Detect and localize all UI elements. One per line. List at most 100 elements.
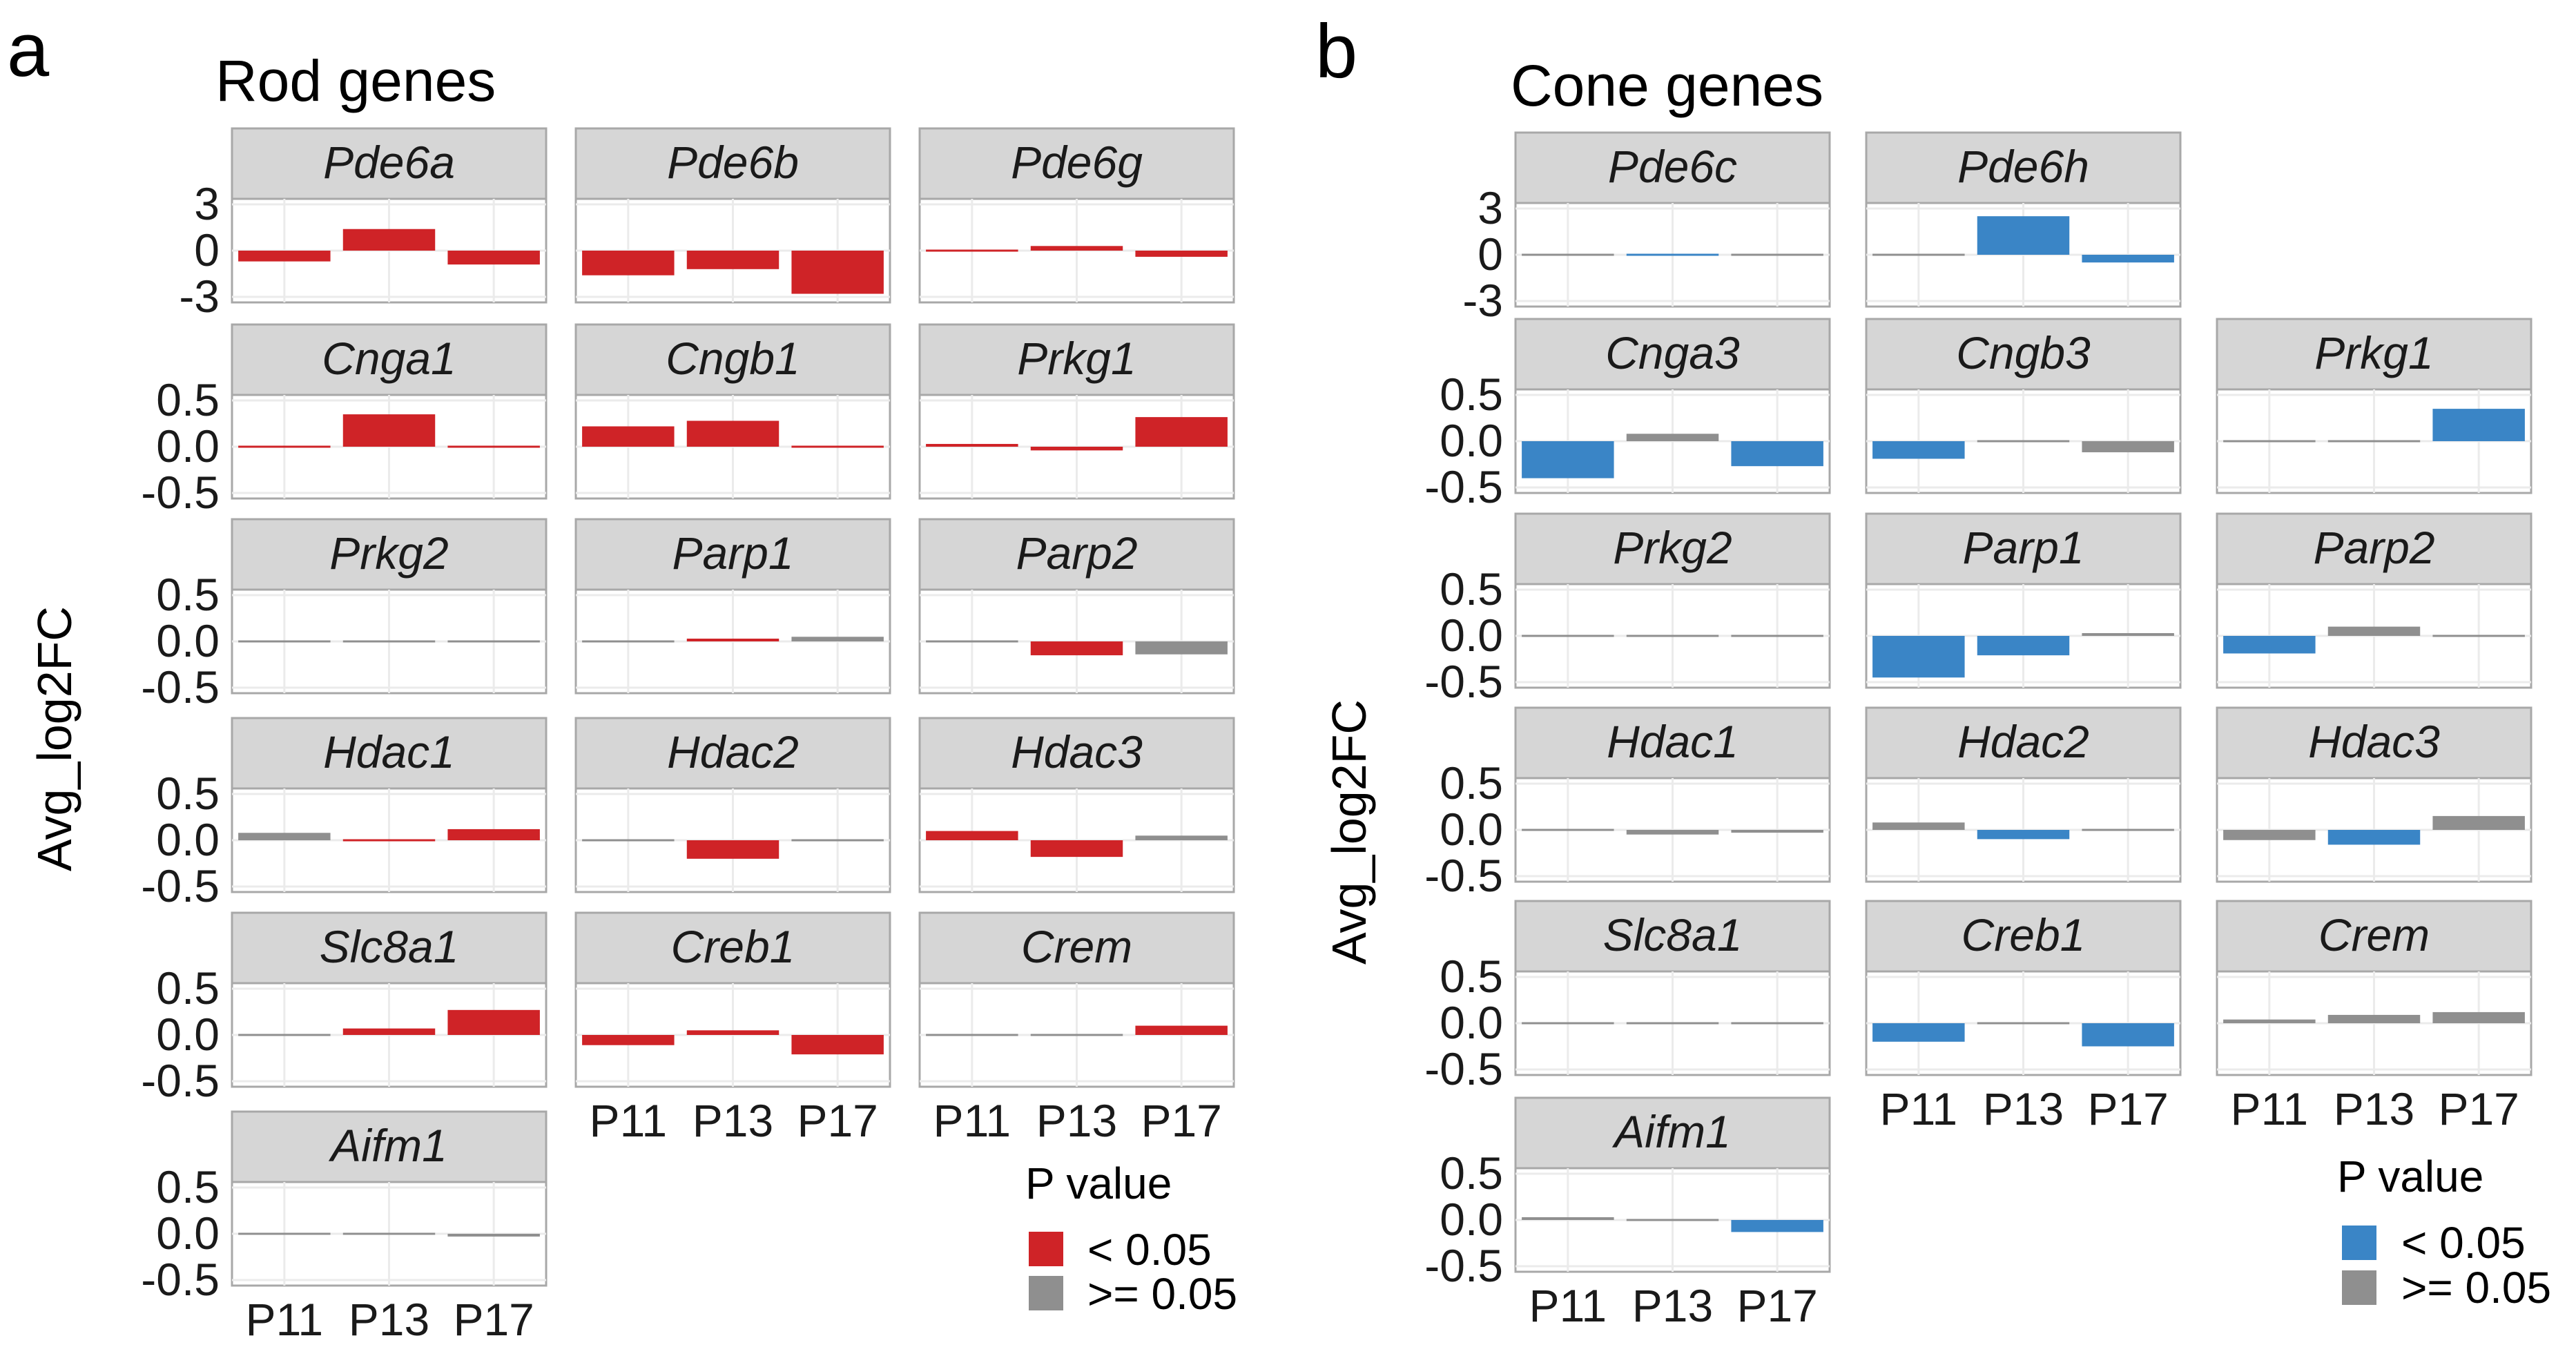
x-tick-label: P17 <box>453 1294 534 1345</box>
bar-p13 <box>2327 830 2421 845</box>
facet-strip <box>1514 131 1831 204</box>
panel-a-legend-key-nonsignificant <box>1029 1276 1063 1310</box>
y-tick-label: -0.5 <box>1424 656 1503 707</box>
facet-hdac3-cone: Hdac3 <box>2216 706 2533 883</box>
facet-parp1-rod: Parp1 <box>574 518 891 695</box>
bar-p17 <box>447 829 540 840</box>
y-tick-label: 0.0 <box>1440 415 1503 466</box>
facet-aifm1-cone: Aifm1 0.50.0-0.5 P11 P13 P17 <box>1424 1096 1831 1331</box>
bar-p17 <box>2432 409 2525 441</box>
x-tick-label: P11 <box>246 1294 324 1345</box>
facet-strip-label: Prkg1 <box>2314 327 2433 378</box>
bar-p13 <box>1030 641 1123 656</box>
bar-p17 <box>447 1009 540 1035</box>
bar-p13 <box>1626 635 1719 637</box>
bar-p17 <box>2082 1023 2174 1047</box>
bar-p17 <box>791 1035 884 1055</box>
x-tick-label: P13 <box>1036 1095 1117 1146</box>
facet-strip-label: Hdac1 <box>323 726 455 777</box>
y-tick-label: -3 <box>1462 275 1503 326</box>
facet-parp1-cone: Parp1 <box>1865 512 2182 689</box>
facet-strip <box>231 323 548 396</box>
bar-p13 <box>1626 253 1719 256</box>
y-tick-label: 0.0 <box>156 1208 220 1259</box>
y-tick-label: 3 <box>1478 182 1503 233</box>
bar-p17 <box>2432 815 2525 830</box>
bar-p17 <box>2432 1011 2525 1023</box>
bar-p11 <box>1872 636 1965 678</box>
bar-p17 <box>1731 1022 1823 1025</box>
panel-b-title: Cone genes <box>1511 53 1823 118</box>
bar-p17 <box>1135 641 1228 655</box>
bar-p17 <box>1731 635 1823 637</box>
panel-b-legend: P value < 0.05 >= 0.05 <box>2337 1152 2551 1313</box>
bar-p11 <box>582 1035 675 1045</box>
x-tick-label: P17 <box>797 1095 878 1146</box>
facet-strip-label: Creb1 <box>1962 909 2086 960</box>
facet-strip <box>2216 318 2533 391</box>
panel-a-title: Rod genes <box>215 48 496 113</box>
bar-p13 <box>1626 1022 1719 1025</box>
facet-strip <box>918 323 1235 396</box>
y-tick-label: 0.0 <box>1440 610 1503 661</box>
facet-pde6b-rod: Pde6b <box>574 127 891 304</box>
facet-hdac1-rod: Hdac1 0.50.0-0.5 <box>141 717 548 911</box>
facet-strip-label: Cngb3 <box>1956 327 2091 378</box>
facet-cnga1-rod: Cnga1 0.50.0-0.5 <box>141 323 548 518</box>
bar-p11 <box>582 251 675 275</box>
bar-p13 <box>342 414 436 447</box>
x-tick-label: P13 <box>2334 1083 2414 1134</box>
facet-strip-label: Parp1 <box>1962 522 2084 573</box>
bar-p11 <box>238 251 331 262</box>
bar-p13 <box>1977 1022 2070 1025</box>
bar-p13 <box>342 1232 436 1235</box>
bar-p11 <box>1522 829 1614 831</box>
facet-strip <box>918 518 1235 591</box>
y-tick-label: -0.5 <box>1424 1240 1503 1291</box>
bar-p13 <box>1977 440 2070 443</box>
bar-p13 <box>686 638 779 641</box>
facet-strip-label: Pde6a <box>323 137 455 188</box>
facet-strip-label: Crem <box>1021 921 1132 972</box>
bar-p11 <box>926 640 1018 643</box>
facet-strip-label: Cnga3 <box>1605 327 1740 378</box>
bar-p11 <box>926 1034 1018 1036</box>
bar-p13 <box>686 420 779 447</box>
y-tick-label: 0.5 <box>1440 369 1503 420</box>
facet-strip <box>918 127 1235 200</box>
y-tick-label: 0.5 <box>156 374 220 425</box>
panel-a-legend-title: P value <box>1025 1159 1172 1208</box>
bar-p11 <box>238 640 331 643</box>
y-tick-label: -0.5 <box>141 1055 220 1106</box>
facet-prkg2-cone: Prkg2 0.50.0-0.5 <box>1424 512 1831 707</box>
facet-cngb1-rod: Cngb1 <box>574 323 891 500</box>
y-tick-label: 0.5 <box>1440 951 1503 1002</box>
x-tick-label: P11 <box>590 1095 668 1146</box>
bar-p11 <box>1872 1023 1965 1042</box>
facet-strip-label: Slc8a1 <box>320 921 459 972</box>
bar-p11 <box>582 640 675 643</box>
x-tick-label: P17 <box>1141 1095 1221 1146</box>
bar-p17 <box>2082 441 2174 453</box>
bar-p17 <box>791 637 884 641</box>
bar-p13 <box>1030 1034 1123 1036</box>
x-tick-label: P13 <box>349 1294 429 1345</box>
bar-p11 <box>238 1232 331 1235</box>
facet-strip <box>231 127 548 200</box>
bar-p13 <box>1030 246 1123 251</box>
panel-b-legend-key-significant <box>2342 1226 2376 1260</box>
facet-hdac1-cone: Hdac1 0.50.0-0.5 <box>1424 706 1831 901</box>
bar-p13 <box>1030 840 1123 858</box>
facet-strip <box>918 717 1235 790</box>
bar-p17 <box>447 251 540 265</box>
bar-p17 <box>447 445 540 448</box>
bar-p17 <box>2432 635 2525 637</box>
facet-strip-label: Parp1 <box>672 527 793 579</box>
bar-p11 <box>1872 822 1965 830</box>
x-tick-label: P11 <box>1529 1280 1607 1331</box>
panel-b-y-axis-label: Avg_log2FC <box>1322 699 1376 965</box>
y-tick-label: 0 <box>194 224 220 275</box>
bar-p17 <box>791 445 884 448</box>
y-tick-label: 0.5 <box>1440 757 1503 808</box>
